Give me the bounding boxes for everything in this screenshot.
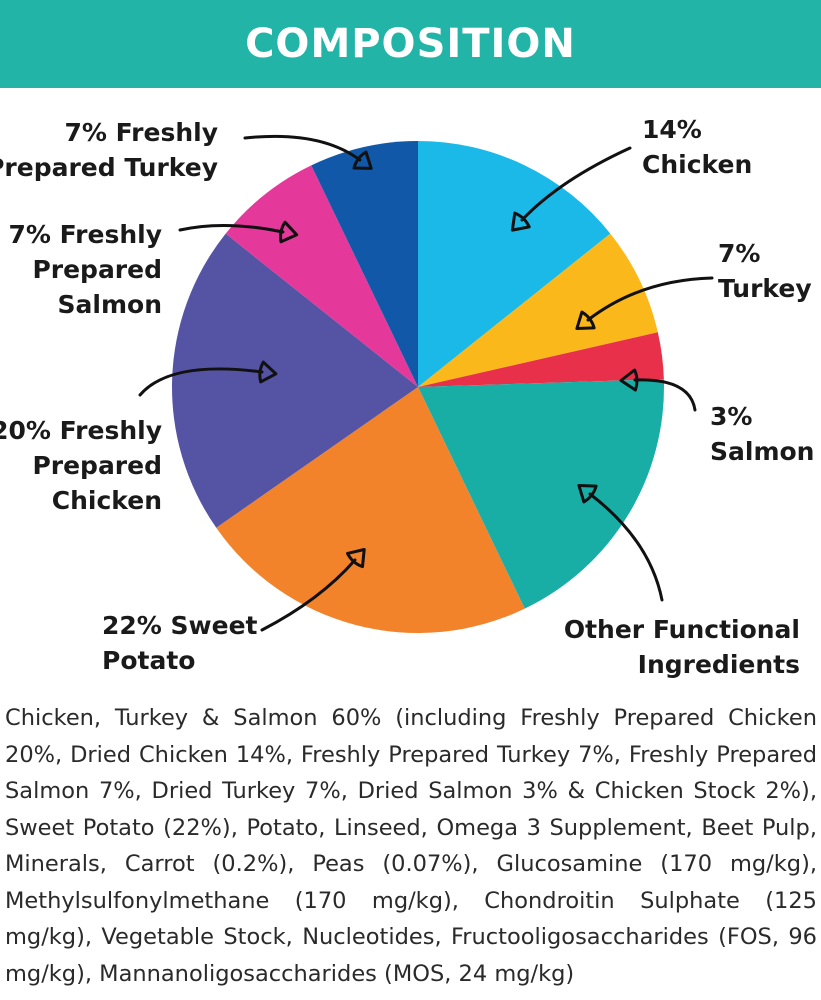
composition-text: Chicken, Turkey & Salmon 60% (including … xyxy=(5,705,817,987)
slice-label: 20% Freshly Prepared Chicken xyxy=(0,416,162,515)
slice-label: Other Functional Ingredients xyxy=(564,615,800,679)
arrowhead xyxy=(510,211,531,232)
pointer-arrow xyxy=(520,146,632,222)
arrowhead xyxy=(577,484,598,504)
composition-pie-chart: 14% Chicken 7% Turkey 3% Salmon Other Function… xyxy=(0,115,814,679)
pointer-arrow xyxy=(588,492,664,602)
arrowhead xyxy=(346,548,366,569)
arrowhead xyxy=(619,368,639,392)
pie-slice xyxy=(418,233,658,387)
page-title: COMPOSITION xyxy=(245,21,576,67)
slice-label: 7% Freshly Prepared Salmon xyxy=(9,220,162,319)
pie-slice xyxy=(172,233,418,528)
pie-slice xyxy=(418,332,664,387)
pointer-arrow xyxy=(633,378,697,412)
pointer-arrow xyxy=(178,223,285,234)
arrowhead xyxy=(352,150,373,170)
pointer-arrow xyxy=(243,134,362,162)
arrowhead xyxy=(258,360,278,384)
pointer-arrow xyxy=(260,558,357,632)
slice-label: 7% Freshly Prepared Turkey xyxy=(0,118,218,182)
pie-slice xyxy=(225,165,418,387)
pie-slice xyxy=(216,387,525,634)
arrowhead xyxy=(575,310,596,330)
pie-slice xyxy=(418,379,664,609)
slice-label: 7% Turkey xyxy=(718,239,812,303)
pie-slice xyxy=(311,141,418,387)
title-banner: COMPOSITION xyxy=(0,0,821,88)
pointer-arrow xyxy=(586,276,714,322)
pointer-arrow xyxy=(138,367,264,397)
pie-slice xyxy=(418,141,611,387)
slice-label: 22% Sweet Potato xyxy=(102,611,258,675)
slice-label: 3% Salmon xyxy=(710,402,814,466)
arrowhead xyxy=(279,220,299,244)
slice-label: 14% Chicken xyxy=(642,115,752,179)
